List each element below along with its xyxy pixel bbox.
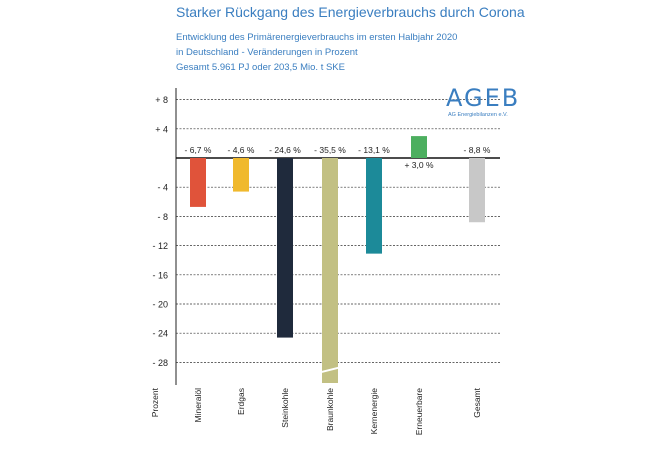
y-tick-label: + 8 xyxy=(155,95,168,105)
bar-erdgas[interactable] xyxy=(233,158,249,192)
ageb-logo-subtext: AG Energiebilanzen e.V. xyxy=(448,112,508,118)
bar-mineralöl[interactable] xyxy=(190,158,206,207)
chart-subtitle-line-3: Gesamt 5.961 PJ oder 203,5 Mio. t SKE xyxy=(176,62,345,73)
value-label: - 8,8 % xyxy=(464,145,491,155)
ageb-logo: AGEB xyxy=(446,84,521,112)
category-label: Erneuerbare xyxy=(414,388,424,436)
category-label: Braunkohle xyxy=(325,388,335,431)
x-axis-label: Prozent xyxy=(150,387,160,417)
bar-erneuerbare[interactable] xyxy=(411,136,427,158)
y-tick-label: + 4 xyxy=(155,124,168,134)
category-label: Erdgas xyxy=(236,388,246,415)
value-label: - 6,7 % xyxy=(185,145,212,155)
value-label: - 24,6 % xyxy=(269,145,301,155)
y-tick-label: - 12 xyxy=(152,241,168,251)
value-label: + 3,0 % xyxy=(404,160,434,170)
y-tick-label: - 28 xyxy=(152,358,168,368)
value-label: - 35,5 % xyxy=(314,145,346,155)
y-tick-label: - 16 xyxy=(152,270,168,280)
chart-title: Starker Rückgang des Energieverbrauchs d… xyxy=(176,4,525,20)
bar-braunkohle[interactable] xyxy=(322,158,338,383)
bar-gesamt[interactable] xyxy=(469,158,485,223)
value-label: - 4,6 % xyxy=(228,145,255,155)
axis-break-marker xyxy=(320,366,340,374)
chart-subtitle-line-1: Entwicklung des Primärenergieverbrauchs … xyxy=(176,32,458,43)
category-label: Gesamt xyxy=(472,387,482,417)
y-tick-label: - 24 xyxy=(152,329,168,339)
category-label: Kernenergie xyxy=(369,388,379,435)
value-label: - 13,1 % xyxy=(358,145,390,155)
bar-steinkohle[interactable] xyxy=(277,158,293,338)
chart-subtitle-line-2: in Deutschland - Veränderungen in Prozen… xyxy=(176,47,358,58)
y-tick-label: - 8 xyxy=(157,212,168,222)
y-tick-label: - 20 xyxy=(152,300,168,310)
category-label: Steinkohle xyxy=(280,388,290,428)
y-tick-label: - 4 xyxy=(157,183,168,193)
bar-kernenergie[interactable] xyxy=(366,158,382,254)
category-label: Mineralöl xyxy=(193,388,203,423)
